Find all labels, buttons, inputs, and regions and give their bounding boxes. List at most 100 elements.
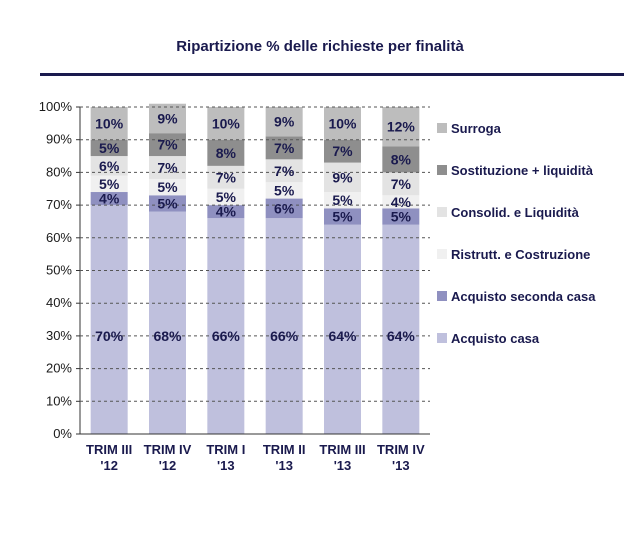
value-label-1-4: 66% [270, 328, 299, 344]
y-tick-label: 40% [46, 295, 72, 310]
legend-swatch [437, 123, 447, 133]
y-tick-label: 50% [46, 263, 72, 278]
y-tick-label: 20% [46, 361, 72, 376]
x-tick-label: '12 [159, 458, 177, 473]
x-tick-label: '13 [275, 458, 293, 473]
value-label-5-5: 7% [332, 143, 353, 159]
bar-segment-5-5 [324, 139, 361, 163]
bar-segment-1-5 [324, 224, 361, 434]
value-label-5-3: 8% [216, 145, 237, 161]
value-label-2-6: 5% [391, 209, 412, 225]
value-label-4-3: 7% [216, 169, 237, 185]
bar-segment-6-4 [265, 107, 303, 137]
bar-segment-4-5 [324, 162, 361, 193]
x-tick-label: TRIM I [206, 442, 245, 457]
y-tick-label: 10% [46, 393, 72, 408]
bar-segment-2-4 [265, 198, 303, 219]
value-label-1-5: 64% [328, 328, 357, 344]
legend-label: Acquisto casa [451, 331, 540, 346]
y-tick-label: 80% [46, 164, 72, 179]
value-label-4-5: 9% [332, 169, 353, 185]
value-label-3-1: 5% [99, 176, 120, 192]
legend-label: Ristrutt. e Costruzione [451, 247, 590, 262]
legend-label: Consolid. e Liquidità [451, 205, 580, 220]
x-tick-label: TRIM III [86, 442, 132, 457]
value-label-2-5: 5% [332, 209, 353, 225]
value-label-3-4: 5% [274, 182, 295, 198]
bar-segment-1-4 [265, 218, 303, 434]
bar-segment-3-5 [324, 192, 361, 209]
value-label-6-5: 10% [328, 115, 357, 131]
value-label-1-6: 64% [387, 328, 416, 344]
bar-segment-3-1 [90, 175, 128, 193]
value-label-6-3: 10% [212, 115, 241, 131]
bar-segment-1-1 [90, 205, 128, 434]
legend-label: Surroga [451, 121, 502, 136]
title-rule [40, 73, 624, 76]
value-label-6-4: 9% [274, 114, 295, 130]
bar-segment-1-3 [207, 218, 245, 434]
value-label-3-3: 5% [216, 189, 237, 205]
bar-segment-4-4 [265, 159, 303, 183]
value-label-3-2: 5% [157, 179, 178, 195]
value-label-5-6: 8% [391, 151, 412, 167]
bar-segment-3-2 [149, 178, 186, 196]
value-label-4-1: 6% [99, 158, 120, 174]
chart-title: Ripartizione % delle richieste per final… [176, 38, 464, 55]
value-label-4-6: 7% [391, 176, 412, 192]
value-label-1-2: 68% [153, 328, 182, 344]
value-label-3-6: 4% [391, 194, 412, 210]
bar-segment-5-3 [207, 139, 245, 166]
legend-swatch [437, 207, 447, 217]
bar-segment-4-3 [207, 165, 245, 189]
bar-segment-2-3 [207, 205, 245, 219]
x-tick-label: '13 [392, 458, 410, 473]
legend-swatch [437, 165, 447, 175]
bar-segment-1-6 [382, 224, 420, 434]
y-tick-label: 0% [53, 426, 72, 441]
bar-segment-6-2 [149, 103, 186, 134]
y-tick-label: 100% [39, 99, 73, 114]
bar-segment-3-4 [265, 182, 303, 199]
value-label-6-6: 12% [387, 119, 416, 135]
bar-segment-5-6 [382, 146, 420, 173]
value-label-2-4: 6% [274, 200, 295, 216]
x-tick-label: '13 [334, 458, 352, 473]
legend-swatch [437, 291, 447, 301]
x-tick-label: TRIM IV [144, 442, 192, 457]
value-label-2-2: 5% [157, 195, 178, 211]
value-label-5-1: 5% [99, 140, 120, 156]
bar-segment-4-2 [149, 156, 186, 179]
value-label-2-1: 4% [99, 191, 120, 207]
value-label-6-1: 10% [95, 115, 124, 131]
bar-segment-5-2 [149, 133, 186, 157]
value-label-4-4: 7% [274, 163, 295, 179]
y-tick-label: 90% [46, 132, 72, 147]
value-label-1-1: 70% [95, 328, 124, 344]
legend-swatch [437, 249, 447, 259]
value-label-5-2: 7% [157, 137, 178, 153]
value-label-5-4: 7% [274, 140, 295, 156]
bar-segment-4-1 [90, 156, 128, 176]
x-tick-label: TRIM III [319, 442, 365, 457]
x-tick-label: TRIM II [263, 442, 306, 457]
x-tick-label: '12 [100, 458, 118, 473]
y-tick-label: 70% [46, 197, 72, 212]
legend-label: Acquisto seconda casa [451, 289, 596, 304]
bar-segment-3-3 [207, 188, 245, 206]
bar-segment-5-1 [90, 139, 128, 157]
bar-segment-2-6 [382, 208, 420, 225]
y-tick-label: 30% [46, 328, 72, 343]
bar-segment-2-5 [324, 208, 361, 225]
y-tick-label: 60% [46, 230, 72, 245]
bar-segment-2-2 [149, 195, 186, 212]
value-label-4-2: 7% [157, 159, 178, 175]
bar-segment-5-4 [265, 136, 303, 160]
legend-swatch [437, 333, 447, 343]
value-label-6-2: 9% [157, 110, 178, 126]
value-label-2-3: 4% [216, 204, 237, 220]
bar-segment-2-1 [90, 192, 128, 206]
bar-segment-6-5 [324, 107, 361, 140]
legend-label: Sostituzione + liquidità [451, 163, 594, 178]
